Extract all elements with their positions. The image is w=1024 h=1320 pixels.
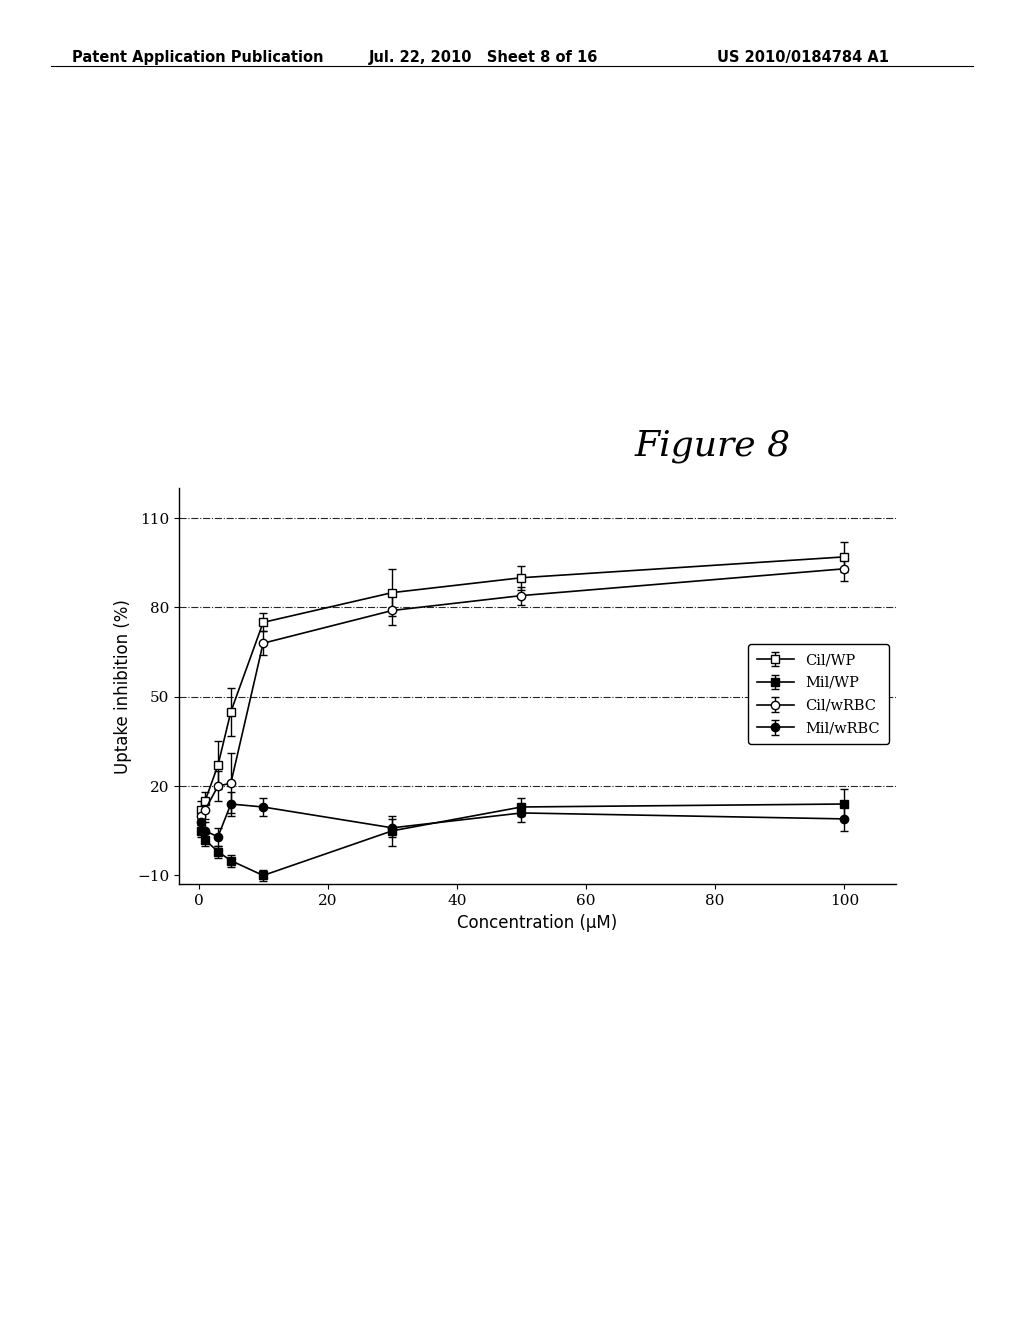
- Text: US 2010/0184784 A1: US 2010/0184784 A1: [717, 50, 889, 65]
- Text: Figure 8: Figure 8: [635, 429, 791, 463]
- Legend: Cil/WP, Mil/WP, Cil/wRBC, Mil/wRBC: Cil/WP, Mil/WP, Cil/wRBC, Mil/wRBC: [749, 644, 889, 744]
- X-axis label: Concentration (μM): Concentration (μM): [458, 913, 617, 932]
- Text: Patent Application Publication: Patent Application Publication: [72, 50, 324, 65]
- Text: Jul. 22, 2010   Sheet 8 of 16: Jul. 22, 2010 Sheet 8 of 16: [369, 50, 598, 65]
- Y-axis label: Uptake inhibition (%): Uptake inhibition (%): [114, 599, 132, 774]
